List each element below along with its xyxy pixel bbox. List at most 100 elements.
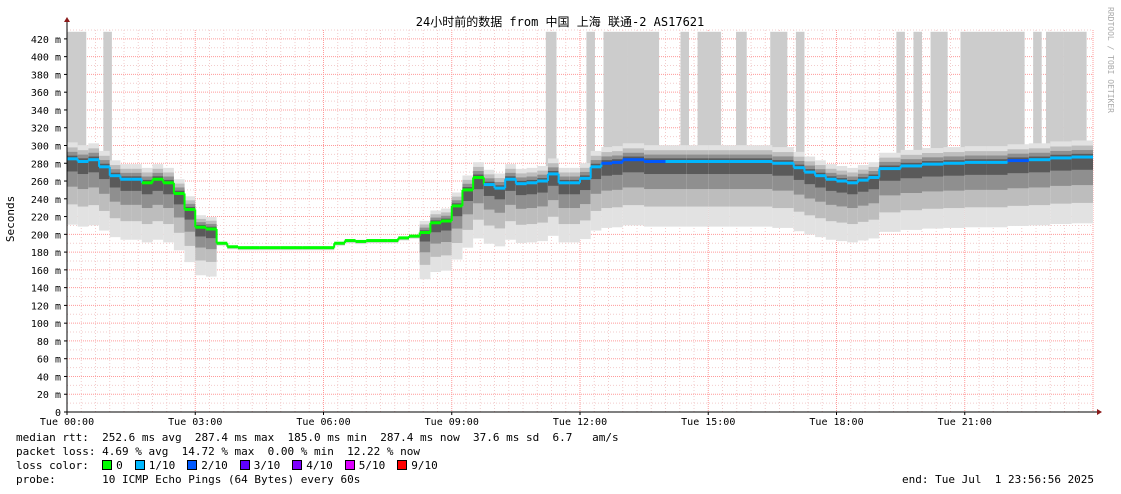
median-segment [462, 188, 474, 192]
y-tick-label: 180 m [31, 248, 61, 259]
median-segment [302, 246, 324, 250]
loss-spike [795, 31, 805, 177]
loss-legend-label: 5/10 [358, 459, 386, 472]
loss-label: packet loss: [16, 445, 96, 458]
x-tick-label: Tue 06:00 [296, 417, 350, 428]
y-tick-label: 120 m [31, 301, 61, 312]
median-segment [494, 186, 506, 190]
smoke-band [152, 176, 164, 191]
smoke-band [67, 155, 78, 172]
median-segment [88, 158, 100, 162]
loss-legend-item: 2/10 [187, 459, 228, 472]
smoke-band [505, 176, 516, 191]
loss-legend-item: 4/10 [292, 459, 333, 472]
smoke-band [569, 179, 580, 195]
median-segment [943, 161, 965, 165]
loss-spike [697, 31, 722, 177]
loss-legend-swatch [134, 460, 145, 470]
loss-legend-item: 5/10 [344, 459, 386, 472]
y-tick-label: 380 m [31, 70, 61, 81]
median-segment [323, 246, 335, 250]
median-line [67, 155, 1093, 250]
y-tick-label: 40 m [37, 372, 61, 383]
loss-legend-item: 3/10 [239, 459, 280, 472]
loss-spike [67, 31, 87, 177]
loss-spike [680, 31, 690, 177]
loss-spike [1063, 31, 1087, 177]
median-segment [67, 157, 78, 161]
median-segment [451, 204, 463, 208]
end-time: end: Tue Jul 1 23:56:56 2025 [902, 473, 1095, 486]
smoke-band [547, 170, 559, 186]
median-segment [195, 225, 206, 229]
median-values: 252.6 ms avg 287.4 ms max 185.0 ms min 2… [102, 431, 619, 444]
y-tick-label: 0 [55, 408, 61, 419]
loss-legend-swatch [239, 460, 250, 470]
median-segment [922, 162, 944, 166]
median-segment [612, 160, 623, 164]
median-segment [120, 177, 132, 181]
loss-spike [930, 31, 948, 177]
y-tick-label: 160 m [31, 266, 61, 277]
y-tick-label: 20 m [37, 390, 61, 401]
median-segment [441, 219, 452, 223]
median-segment [131, 177, 142, 181]
smoke-band [131, 176, 142, 191]
median-segment [708, 159, 730, 163]
y-tick-label: 300 m [31, 141, 61, 152]
median-segment [280, 246, 303, 250]
median-segment [77, 159, 89, 163]
loss-legend-swatch [102, 460, 113, 470]
smoke-band [419, 230, 431, 242]
median-segment [580, 176, 591, 180]
median-segment [387, 239, 399, 243]
smoke-band [515, 180, 527, 196]
x-tick-label: Tue 09:00 [425, 417, 479, 428]
loss-legend-label: 1/10 [148, 459, 176, 472]
watermark: RRDTOOL / TOBI OETIKER [1106, 7, 1115, 113]
smoke-band [601, 160, 613, 176]
smoke-band [77, 158, 89, 175]
median-segment [644, 159, 666, 163]
y-tick-labels: 0 20 m 40 m 60 m 80 m 100 m 120 m 140 m 160 m 180… [31, 35, 67, 419]
loss-legend-item: 9/10 [397, 459, 438, 472]
smoke-band [120, 176, 132, 191]
x-tick-label: Tue 00:00 [40, 417, 94, 428]
median-segment [793, 166, 805, 170]
median-segment [163, 181, 174, 185]
median-label: median rtt: [16, 431, 89, 444]
y-tick-label: 80 m [37, 337, 61, 348]
loss-color-row: loss color: 0 1/10 2/10 3/10 4/10 5/10 9/10 [16, 459, 450, 472]
smoke-band [173, 190, 185, 205]
loss-legend-label: 9/10 [411, 459, 438, 472]
median-segment [772, 161, 794, 165]
median-segment [751, 159, 773, 163]
median-segment [355, 239, 367, 243]
median-segment [964, 160, 987, 164]
x-tick-label: Tue 12:00 [553, 417, 607, 428]
smoke-band [868, 174, 880, 190]
smoke-band [804, 169, 816, 185]
loss-legend-swatch [344, 460, 355, 470]
smoke-band [462, 187, 474, 202]
loss-legend-item: 0 [102, 459, 123, 472]
smoke-band [473, 174, 484, 190]
median-segment [216, 241, 228, 245]
smoke-band [205, 226, 217, 239]
smoke-band [558, 179, 570, 195]
median-segment [986, 160, 1008, 164]
median-segment [836, 179, 848, 183]
smoke-band [88, 156, 100, 173]
median-segment [173, 191, 185, 195]
y-tick-label: 360 m [31, 88, 61, 99]
loss-spike [896, 31, 905, 177]
y-tick-label: 100 m [31, 319, 61, 330]
median-segment [419, 231, 431, 235]
median-segment [590, 165, 602, 169]
loss-spike [913, 31, 922, 177]
chart-title: 24小时前的数据 from 中国 上海 联通-2 AS17621 [416, 14, 705, 29]
median-segment [366, 239, 388, 243]
loss-spike [770, 31, 788, 177]
loss-spike [1045, 31, 1064, 177]
median-segment [1071, 155, 1093, 159]
